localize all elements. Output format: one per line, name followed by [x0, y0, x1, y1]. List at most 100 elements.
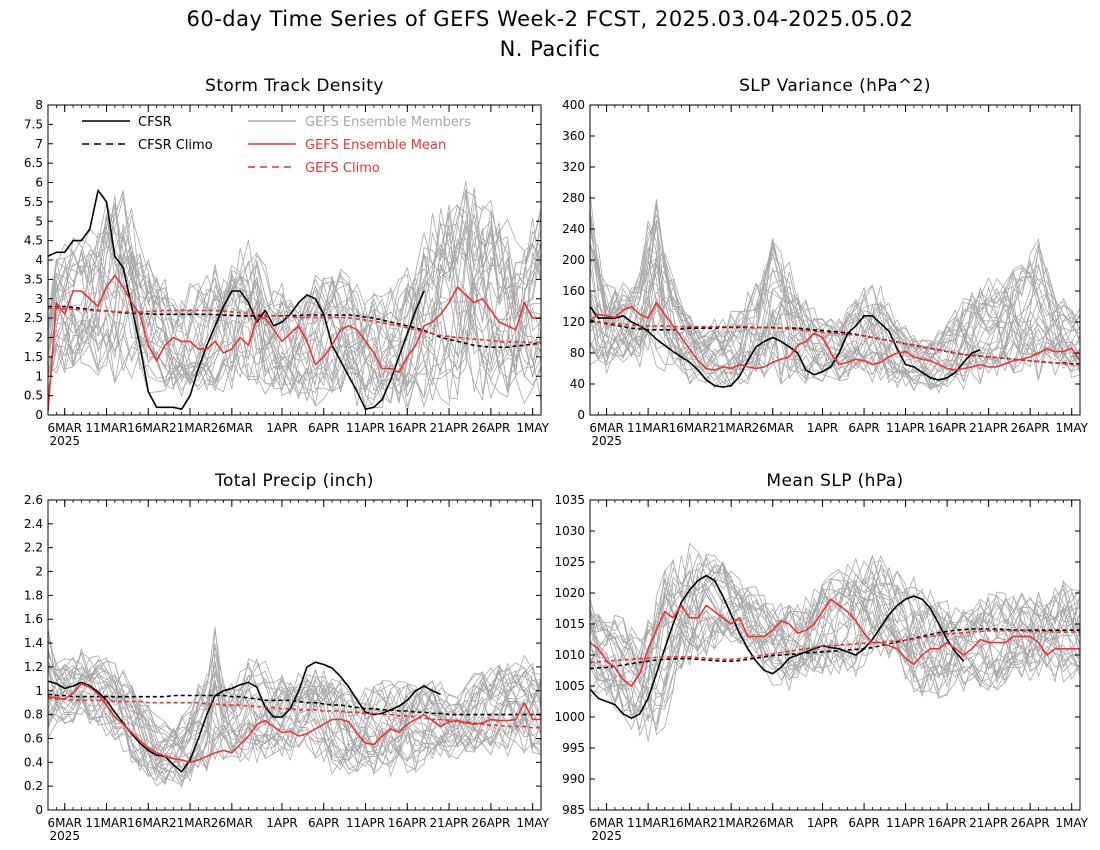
- ensemble-member-line: [48, 227, 541, 388]
- series-gefs-ensemble-mean: [48, 682, 541, 764]
- y-tick-label: 280: [562, 191, 585, 205]
- y-tick-label: 4.5: [24, 234, 43, 248]
- x-tick-label: 21APR: [969, 816, 1008, 830]
- ensemble-member-line: [48, 190, 541, 401]
- y-tick-label: 0.8: [24, 708, 43, 722]
- y-tick-label: 40: [570, 377, 585, 391]
- y-tick-label: 985: [562, 803, 585, 817]
- legend: CFSR CFSR Climo GEFS Ensemble Members GE…: [82, 115, 471, 176]
- y-tick-label: 5.5: [24, 195, 43, 209]
- x-tick-label: 11MAR: [85, 816, 127, 830]
- series-cfsr-climo: [48, 305, 541, 349]
- x-tick-label: 21APR: [430, 421, 469, 435]
- x-tick-label: 16APR: [928, 816, 967, 830]
- y-tick-label: 2: [35, 331, 43, 345]
- y-tick-label: 0: [35, 803, 43, 817]
- ensemble-member-line: [48, 221, 541, 405]
- x-tick-label: 1MAY: [516, 816, 549, 830]
- x-tick-label: 1MAY: [516, 421, 549, 435]
- panel-title: Mean SLP (hPa): [766, 471, 903, 491]
- x-tick-label: 1MAY: [1055, 816, 1088, 830]
- legend-members-label: GEFS Ensemble Members: [305, 115, 471, 130]
- ensemble-member-line: [590, 247, 1080, 385]
- y-tick-label: 200: [562, 253, 585, 267]
- ensemble-member-line: [48, 211, 541, 408]
- y-tick-label: 0.2: [24, 779, 43, 793]
- x-tick-label: 16APR: [928, 421, 967, 435]
- x-year-label: 2025: [49, 434, 80, 448]
- y-tick-label: 0.6: [24, 731, 43, 745]
- y-tick-label: 1.8: [24, 588, 43, 602]
- ensemble-member-line: [48, 667, 541, 775]
- series-group: [48, 661, 541, 773]
- y-tick-label: 0: [35, 408, 43, 422]
- plot-frame: [47, 499, 542, 811]
- ensemble-member-line: [590, 560, 1080, 736]
- y-tick-label: 1: [35, 684, 43, 698]
- ensemble-member-line: [48, 205, 541, 401]
- figure-title: 60-day Time Series of GEFS Week-2 FCST, …: [186, 7, 913, 31]
- x-tick-label: 21MAR: [169, 421, 211, 435]
- ensemble-member-line: [590, 219, 1080, 389]
- y-tick-label: 360: [562, 129, 585, 143]
- ensemble-member-line: [590, 559, 1080, 691]
- ensemble-member-line: [48, 208, 541, 402]
- x-tick-label: 6APR: [308, 816, 339, 830]
- x-tick-label: 16MAR: [127, 816, 169, 830]
- y-tick-label: 7.5: [24, 117, 43, 131]
- series-cfsr: [48, 661, 442, 773]
- series-gefs-ensemble-mean: [48, 274, 541, 412]
- y-tick-label: 1010: [554, 648, 585, 662]
- ensemble-member-line: [48, 666, 541, 774]
- ensemble-member-line: [48, 663, 541, 787]
- x-tick-label: 1APR: [807, 421, 838, 435]
- ensemble-member-line: [590, 251, 1080, 376]
- x-tick-label: 26APR: [1011, 816, 1050, 830]
- x-tick-label: 11MAR: [627, 816, 669, 830]
- x-year-label: 2025: [591, 434, 622, 448]
- ensemble-member-line: [48, 662, 541, 767]
- y-tick-label: 320: [562, 160, 585, 174]
- series-gefs-climo: [590, 321, 1080, 366]
- series-group: [48, 189, 541, 412]
- x-year-label: 2025: [49, 829, 80, 843]
- y-tick-label: 1015: [554, 617, 585, 631]
- x-tick-label: 1APR: [266, 816, 297, 830]
- panel-storm-track-density: Storm Track Density 0 0.5 1 1.5 2 2.5 3 3.5 4 4.5 5…: [24, 76, 550, 448]
- ensemble-member-line: [48, 630, 541, 778]
- x-tick-label: 21MAR: [169, 816, 211, 830]
- ensemble-member-line: [590, 555, 1080, 694]
- y-tick-label: 160: [562, 284, 585, 298]
- x-tick-label: 16APR: [388, 421, 427, 435]
- ensemble-member-line: [590, 554, 1080, 731]
- ensemble-member-line: [48, 629, 541, 778]
- y-tick-label: 0.4: [24, 755, 43, 769]
- y-tick-label: 0.5: [24, 389, 43, 403]
- x-tick-label: 1MAY: [1055, 421, 1088, 435]
- series-cfsr-climo: [590, 319, 1080, 365]
- ensemble-member-line: [590, 580, 1080, 712]
- y-tick-label: 1.6: [24, 612, 43, 626]
- x-tick-label: 6APR: [848, 816, 879, 830]
- ensemble-member-line: [48, 647, 541, 775]
- ensemble-member-line: [590, 560, 1080, 716]
- y-tick-label: 1005: [554, 679, 585, 693]
- panel-slp-variance: SLP Variance (hPa^2) 0 40 80 120 160 200 240 280…: [562, 76, 1089, 448]
- ensemble-members: [48, 626, 541, 788]
- ensemble-member-line: [48, 679, 541, 764]
- ensemble-member-line: [590, 192, 1080, 385]
- x-tick-label: 11MAR: [627, 421, 669, 435]
- ensemble-member-line: [590, 258, 1080, 386]
- x-tick-label: 1APR: [807, 816, 838, 830]
- x-tick-label: 11MAR: [85, 421, 127, 435]
- x-tick-label: 6MAR: [47, 421, 82, 435]
- x-tick-label: 1APR: [266, 421, 297, 435]
- series-group: [590, 301, 1080, 388]
- series-gefs-climo: [590, 629, 1080, 664]
- x-tick-label: 11APR: [346, 421, 385, 435]
- y-tick-label: 8: [35, 98, 43, 112]
- y-tick-label: 2: [35, 565, 43, 579]
- y-tick-label: 120: [562, 315, 585, 329]
- y-tick-label: 7: [35, 137, 43, 151]
